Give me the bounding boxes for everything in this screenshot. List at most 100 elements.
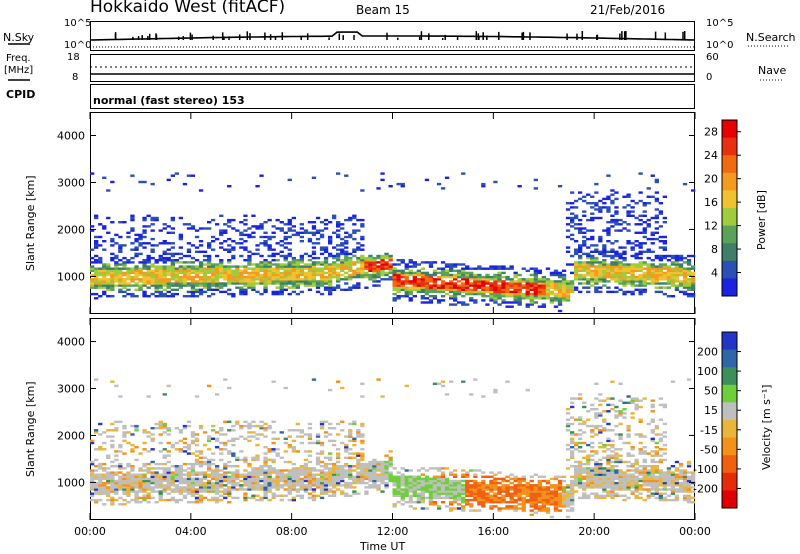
- heatmap-cell: [670, 254, 676, 258]
- heatmap-cell: [501, 507, 506, 510]
- heatmap-cell: [432, 494, 438, 497]
- heatmap-cell: [582, 401, 587, 404]
- heatmap-cell: [255, 244, 260, 247]
- heatmap-cell: [267, 498, 272, 502]
- heatmap-cell: [614, 475, 619, 478]
- heatmap-cell: [485, 494, 490, 497]
- heatmap-cell: [485, 501, 490, 504]
- heatmap-cell: [247, 465, 252, 468]
- heatmap-cell: [336, 225, 341, 228]
- heatmap-cell: [231, 443, 236, 447]
- heatmap-cell: [529, 494, 534, 497]
- heatmap-cell: [356, 460, 361, 464]
- heatmap-cell: [436, 288, 442, 291]
- heatmap-cell: [102, 240, 107, 243]
- heatmap-cell: [215, 265, 220, 268]
- heatmap-cell: [146, 431, 151, 434]
- heatmap-cell: [582, 469, 587, 472]
- heatmap-cell: [178, 286, 183, 289]
- heatmap-cell: [287, 486, 292, 489]
- heatmap-cell: [219, 263, 224, 266]
- heatmap-cell: [509, 492, 514, 495]
- heatmap-cell: [90, 471, 95, 474]
- heatmap-cell: [215, 254, 220, 258]
- heatmap-cell: [186, 462, 192, 466]
- heatmap-cell: [513, 286, 518, 289]
- heatmap-cell: [328, 471, 333, 474]
- heatmap-cell: [275, 269, 280, 272]
- heatmap-cell: [662, 292, 667, 296]
- nave-label: Nave: [758, 64, 787, 77]
- heatmap-cell: [231, 278, 236, 281]
- heatmap-cell: [509, 507, 514, 510]
- heatmap-cell: [432, 295, 438, 298]
- heatmap-cell: [654, 231, 659, 234]
- heatmap-cell: [606, 229, 611, 232]
- heatmap-cell: [440, 273, 446, 277]
- heatmap-cell: [219, 269, 224, 272]
- heatmap-cell: [332, 273, 337, 277]
- heatmap-cell: [283, 259, 288, 262]
- heatmap-cell: [122, 435, 127, 438]
- heatmap-cell: [614, 460, 619, 464]
- heatmap-cell: [332, 467, 337, 470]
- heatmap-cell: [126, 235, 131, 239]
- heatmap-cell: [348, 465, 353, 468]
- heatmap-cell: [582, 456, 587, 459]
- heatmap-cell: [98, 295, 103, 298]
- heatmap-cell: [638, 465, 643, 468]
- heatmap-cell: [162, 295, 167, 298]
- heatmap-cell: [170, 265, 175, 268]
- heatmap-cell: [541, 503, 546, 506]
- heatmap-cell: [186, 477, 192, 481]
- heatmap-cell: [356, 479, 361, 483]
- heatmap-cell: [553, 305, 559, 308]
- heatmap-cell: [582, 269, 587, 272]
- heatmap-cell: [598, 446, 603, 449]
- heatmap-cell: [130, 269, 135, 272]
- heatmap-cell: [650, 216, 655, 220]
- heatmap-cell: [638, 273, 643, 277]
- heatmap-cell: [106, 271, 111, 275]
- heatmap-cell: [114, 273, 119, 277]
- heatmap-cell: [259, 477, 264, 481]
- heatmap-cell: [328, 494, 333, 497]
- heatmap-cell: [202, 290, 208, 294]
- heatmap-cell: [586, 460, 591, 464]
- nave-axis-hi: 60: [706, 52, 719, 63]
- heatmap-cell: [219, 475, 224, 478]
- heatmap-cell: [315, 469, 321, 472]
- heatmap-cell: [489, 284, 494, 287]
- heatmap-cell: [682, 284, 688, 287]
- heatmap-cell: [130, 448, 135, 451]
- heatmap-cell: [344, 484, 349, 487]
- heatmap-cell: [275, 227, 280, 230]
- heatmap-cell: [658, 271, 663, 275]
- heatmap-cell: [102, 225, 107, 228]
- heatmap-cell: [299, 240, 304, 243]
- heatmap-cell: [178, 271, 183, 275]
- heatmap-cell: [513, 484, 518, 487]
- heatmap-cell: [263, 269, 268, 272]
- heatmap-cell: [336, 469, 341, 472]
- heatmap-cell: [396, 297, 401, 300]
- heatmap-cell: [654, 273, 659, 277]
- heatmap-cell: [315, 473, 321, 476]
- heatmap-cell: [251, 263, 256, 266]
- heatmap-cell: [590, 212, 595, 215]
- heatmap-cell: [154, 471, 159, 474]
- heatmap-cell: [194, 498, 200, 502]
- heatmap-cell: [251, 484, 256, 487]
- heatmap-cell: [582, 267, 587, 270]
- heatmap-cell: [263, 484, 268, 487]
- heatmap-cell: [549, 271, 555, 275]
- heatmap-cell: [207, 288, 212, 291]
- heatmap-cell: [481, 471, 486, 474]
- heatmap-cell: [267, 269, 272, 272]
- heatmap-cell: [271, 467, 276, 470]
- heatmap-cell: [118, 269, 123, 272]
- heatmap-cell: [553, 494, 559, 497]
- heatmap-cell: [219, 214, 224, 217]
- heatmap-cell: [412, 479, 417, 483]
- heatmap-cell: [243, 271, 248, 275]
